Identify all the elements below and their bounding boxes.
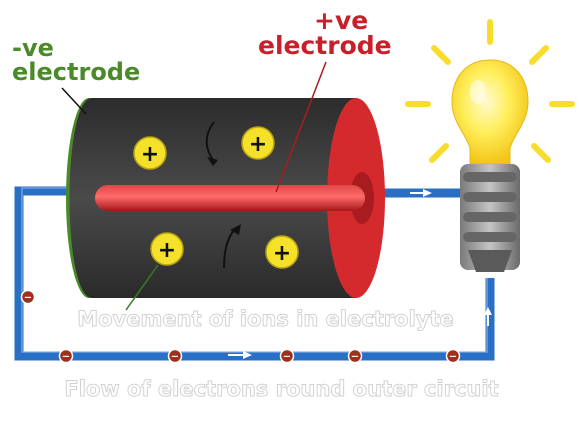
arrow-icon (484, 307, 492, 326)
ion-leader (125, 264, 159, 311)
arrow-icon (24, 236, 32, 254)
ion: + (241, 126, 275, 160)
negative-electrode-label: -ve electrode (12, 34, 141, 86)
electron: − (347, 348, 363, 364)
ion: + (265, 235, 299, 269)
ion: + (150, 232, 184, 266)
positive-electrode-rod (95, 185, 365, 211)
ions-caption: Movement of ions in electrolyte (77, 307, 455, 332)
arrow-icon (223, 224, 241, 269)
svg-text:−: − (62, 352, 70, 363)
electron: − (167, 348, 183, 364)
svg-text:−: − (171, 352, 179, 363)
svg-text:−: − (449, 352, 457, 363)
positive-electrode-leader (275, 61, 327, 193)
negative-electrode-leader (61, 87, 87, 115)
positive-electrode-label: +ve electrode (258, 6, 392, 60)
lightbulb-icon (405, 19, 575, 272)
svg-text:−: − (24, 293, 32, 304)
svg-text:−: − (351, 352, 359, 363)
electron: − (445, 348, 461, 364)
arrow-icon (205, 121, 218, 166)
svg-text:+: + (273, 241, 291, 266)
electrons: − − − − − − (20, 289, 461, 364)
arrow-icon (228, 351, 252, 359)
flow-caption: Flow of electrons round outer circuit (64, 377, 499, 402)
electron: − (58, 348, 74, 364)
electron: − (279, 348, 295, 364)
svg-text:−: − (283, 352, 291, 363)
svg-text:+: + (249, 132, 267, 157)
svg-text:+: + (158, 238, 176, 263)
svg-text:+: + (141, 142, 159, 167)
ion: + (133, 136, 167, 170)
arrow-icon (410, 189, 432, 197)
electron: − (20, 289, 36, 305)
ions: + + + + (133, 126, 299, 269)
